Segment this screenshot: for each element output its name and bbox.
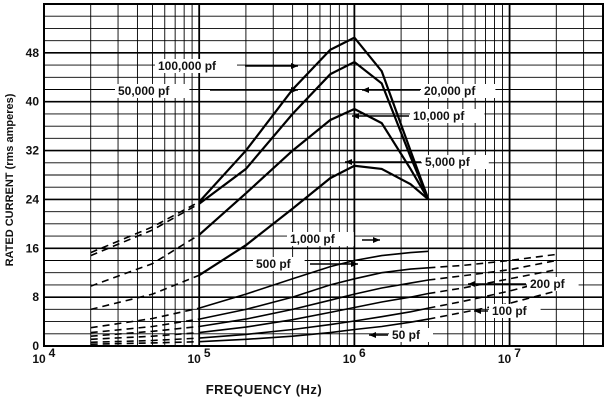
curve-label: 10,000 pf	[413, 109, 465, 123]
curve-solid	[198, 107, 430, 236]
curve-labels: 100,000 pf 50,000 pf 20,000 pf 10,000 pf 5,0…	[115, 59, 579, 342]
curve-dashed-high	[428, 259, 557, 281]
x-tick-label: 10	[188, 352, 202, 366]
label-backdrop	[421, 84, 496, 98]
curve-dashed-low	[90, 234, 200, 287]
curve-label: 200 pf	[530, 277, 566, 291]
curve-label: 50,000 pf	[118, 84, 170, 98]
curve-dashed-low	[90, 203, 200, 257]
arrowhead	[291, 87, 298, 93]
y-tick-label: 8	[32, 290, 39, 304]
x-tick-label: 10	[343, 352, 357, 366]
curve-solid	[199, 279, 429, 328]
curve-solid	[199, 292, 429, 334]
curve-solid	[199, 267, 429, 320]
y-tick-label: 48	[26, 46, 40, 60]
label-backdrop	[410, 109, 485, 123]
curve-label: 20,000 pf	[424, 84, 476, 98]
curve-dashed-low	[90, 274, 200, 311]
plot-frame	[43, 3, 604, 347]
curve-label: 50 pf	[392, 328, 421, 342]
curve-dashed-low	[90, 201, 200, 254]
curve-dashed-low	[90, 340, 200, 345]
arrowhead	[474, 308, 481, 314]
curve-dashed-low	[90, 325, 200, 337]
curve-label: 500 pf	[256, 257, 292, 271]
x-tick-exponent: 7	[514, 346, 521, 360]
x-tick-exponent: 6	[359, 346, 366, 360]
curve-solid	[199, 307, 429, 339]
label-backdrop	[527, 277, 579, 291]
curve-label: 100,000 pf	[158, 59, 217, 73]
arrowhead	[468, 281, 475, 287]
arrowhead	[369, 332, 376, 338]
curve-dashed-low	[90, 331, 200, 341]
y-tick-label: 40	[26, 95, 40, 109]
curve-dashed-high	[428, 268, 557, 295]
x-axis-title: FREQUENCY (Hz)	[206, 382, 323, 397]
arrowhead	[345, 159, 352, 165]
curve-dashed-high	[428, 290, 557, 320]
label-backdrop	[115, 84, 190, 98]
y-tick-label: 24	[26, 192, 40, 206]
label-backdrop	[155, 59, 237, 73]
label-backdrop	[253, 257, 305, 271]
arrowhead	[352, 113, 359, 119]
arrowhead	[373, 237, 380, 243]
curves	[90, 36, 557, 345]
x-tick-label: 10	[498, 352, 512, 366]
x-tick-exponent: 4	[49, 346, 56, 360]
curve-dashed-low	[90, 307, 200, 329]
curve-dashed-high	[428, 253, 557, 269]
curve-solid	[198, 36, 430, 203]
label-backdrop	[389, 328, 433, 342]
arrowhead	[362, 87, 369, 93]
y-tick-label: 0	[32, 339, 39, 353]
curve-solid	[199, 318, 429, 343]
y-tick-label: 32	[26, 144, 40, 158]
y-axis-title: RATED CURRENT (rms amperes)	[4, 93, 16, 266]
y-tick-label: 16	[26, 241, 40, 255]
curve-solid	[198, 164, 430, 277]
curve-solid	[198, 60, 430, 205]
label-backdrop	[489, 304, 541, 318]
x-tick-label: 10	[32, 352, 46, 366]
curve-dashed-high	[428, 278, 557, 309]
arrowhead	[351, 261, 358, 267]
curve-label: 1,000 pf	[290, 232, 336, 246]
arrowhead	[291, 63, 298, 69]
x-tick-exponent: 5	[204, 346, 211, 360]
label-backdrop	[422, 155, 489, 169]
curve-label: 100 pf	[492, 304, 528, 318]
curve-dashed-low	[90, 337, 200, 344]
curve-label: 5,000 pf	[425, 155, 471, 169]
curve-dashed-low	[90, 318, 200, 334]
label-backdrop	[287, 232, 354, 246]
